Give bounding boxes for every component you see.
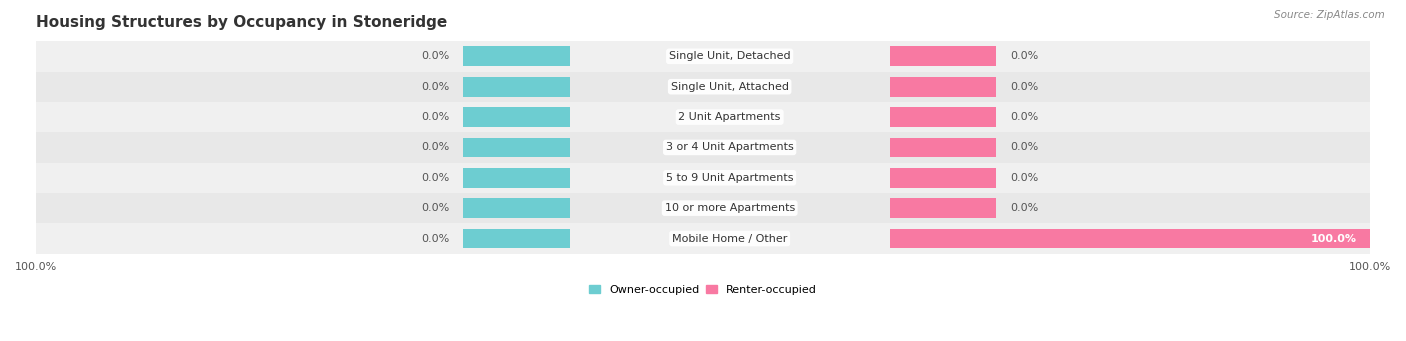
Bar xyxy=(890,198,997,218)
Text: 0.0%: 0.0% xyxy=(422,234,450,243)
Text: 100.0%: 100.0% xyxy=(1310,234,1357,243)
Text: 0.0%: 0.0% xyxy=(1010,173,1038,183)
Bar xyxy=(37,132,1369,163)
Bar xyxy=(463,137,569,157)
Text: 3 or 4 Unit Apartments: 3 or 4 Unit Apartments xyxy=(666,143,793,152)
Bar xyxy=(463,229,569,248)
Text: 0.0%: 0.0% xyxy=(422,51,450,61)
Bar xyxy=(37,223,1369,254)
Bar xyxy=(37,72,1369,102)
Text: Housing Structures by Occupancy in Stoneridge: Housing Structures by Occupancy in Stone… xyxy=(37,15,447,30)
Text: 0.0%: 0.0% xyxy=(1010,112,1038,122)
Text: 0.0%: 0.0% xyxy=(1010,51,1038,61)
Text: Single Unit, Attached: Single Unit, Attached xyxy=(671,82,789,92)
Text: 5 to 9 Unit Apartments: 5 to 9 Unit Apartments xyxy=(666,173,793,183)
Bar xyxy=(37,163,1369,193)
Bar xyxy=(37,41,1369,72)
Bar xyxy=(463,168,569,188)
Text: 0.0%: 0.0% xyxy=(422,82,450,92)
Bar xyxy=(890,46,997,66)
Text: Single Unit, Detached: Single Unit, Detached xyxy=(669,51,790,61)
Bar xyxy=(463,46,569,66)
Text: 0.0%: 0.0% xyxy=(422,143,450,152)
Legend: Owner-occupied, Renter-occupied: Owner-occupied, Renter-occupied xyxy=(585,280,821,299)
Bar xyxy=(890,107,997,127)
Text: 10 or more Apartments: 10 or more Apartments xyxy=(665,203,794,213)
Text: Source: ZipAtlas.com: Source: ZipAtlas.com xyxy=(1274,10,1385,20)
Bar xyxy=(463,198,569,218)
Text: 2 Unit Apartments: 2 Unit Apartments xyxy=(679,112,780,122)
Text: 0.0%: 0.0% xyxy=(1010,82,1038,92)
Text: 0.0%: 0.0% xyxy=(1010,143,1038,152)
Bar xyxy=(37,193,1369,223)
Bar xyxy=(463,107,569,127)
Text: 0.0%: 0.0% xyxy=(422,112,450,122)
Text: 0.0%: 0.0% xyxy=(1010,203,1038,213)
Text: 0.0%: 0.0% xyxy=(422,173,450,183)
Bar xyxy=(890,229,1369,248)
Text: 0.0%: 0.0% xyxy=(422,203,450,213)
Bar xyxy=(463,77,569,97)
Text: Mobile Home / Other: Mobile Home / Other xyxy=(672,234,787,243)
Bar xyxy=(37,102,1369,132)
Bar xyxy=(890,137,997,157)
Bar xyxy=(890,77,997,97)
Bar xyxy=(890,168,997,188)
